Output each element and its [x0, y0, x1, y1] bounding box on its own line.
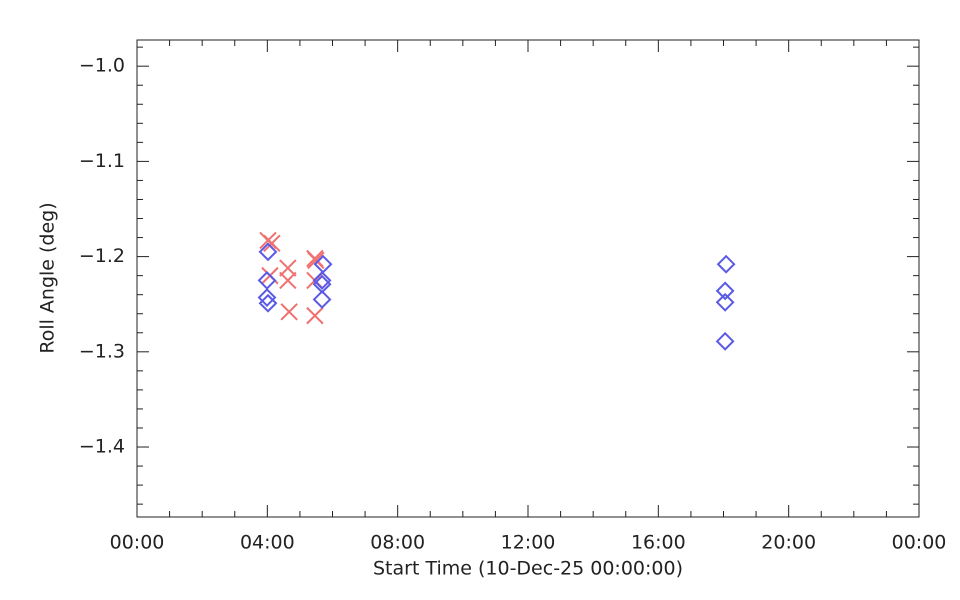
x-tick-label: 12:00 [501, 532, 556, 554]
y-tick-label: −1.2 [79, 245, 125, 267]
x-marker [307, 251, 325, 270]
x-tick-label: 00:00 [892, 532, 947, 554]
diamond-marker [258, 293, 278, 313]
x-axis-label: Start Time (10-Dec-25 00:00:00) [373, 558, 683, 580]
x-tick-label: 16:00 [631, 532, 686, 554]
y-tick-label: −1.0 [79, 55, 125, 77]
diamond-marker [715, 292, 735, 312]
y-tick-label: −1.3 [79, 340, 125, 362]
x-tick-label: 04:00 [240, 532, 295, 554]
x-tick-label: 00:00 [110, 532, 165, 554]
x-marker [263, 234, 281, 252]
x-marker [279, 271, 297, 290]
plot-frame [136, 39, 920, 518]
diamond-marker [312, 270, 332, 290]
diamond-marker [716, 254, 736, 274]
diamond-marker [715, 281, 735, 301]
diamond-marker [257, 288, 277, 307]
diamond-marker [257, 270, 277, 290]
x-marker [279, 259, 297, 277]
x-marker [280, 303, 298, 321]
diamond-marker [258, 242, 278, 262]
y-tick-label: −1.1 [79, 150, 125, 172]
y-tick-label: −1.4 [79, 436, 125, 458]
diamond-marker [312, 290, 332, 309]
diamond-marker [715, 331, 735, 351]
x-tick-label: 20:00 [761, 532, 816, 554]
y-axis-label: Roll Angle (deg) [37, 202, 59, 353]
x-tick-label: 08:00 [370, 532, 425, 554]
x-marker [306, 306, 324, 325]
